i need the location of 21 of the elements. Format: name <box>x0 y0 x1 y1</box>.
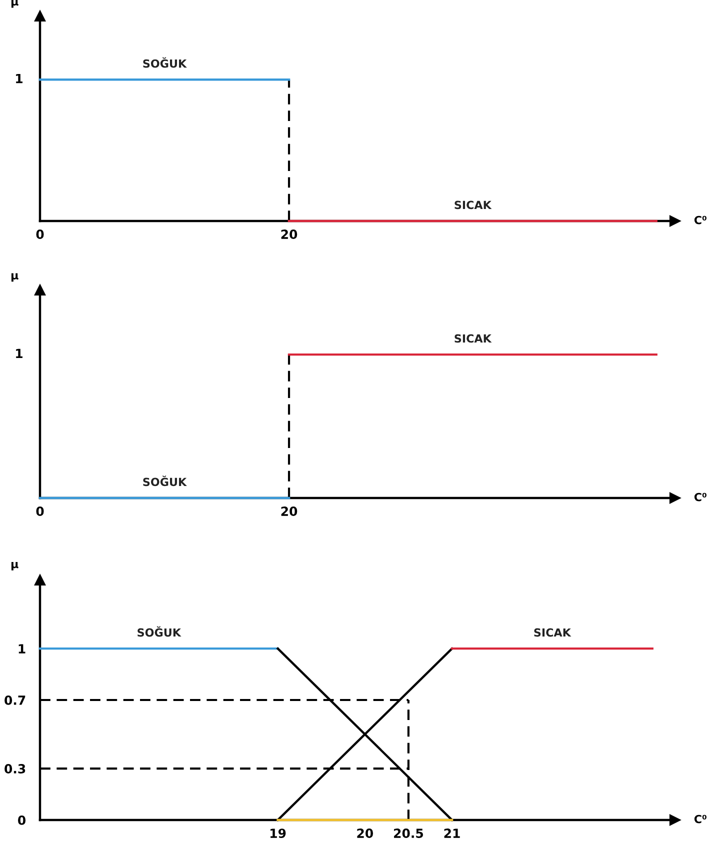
x-axis-title: C⁰ <box>694 814 706 824</box>
series-label: SOĞUK <box>138 626 182 637</box>
x-tick-label: 19 <box>270 828 286 838</box>
y-axis-title: μ <box>11 273 18 282</box>
x-tick-label: 20 <box>357 828 374 838</box>
x-axis-title: C⁰ <box>694 216 706 224</box>
series-label: SOĞUK <box>143 476 187 486</box>
y-tick-label: 0.7 <box>4 695 26 705</box>
x-axis-title: C⁰ <box>694 492 706 502</box>
x-tick-label: 20 <box>281 506 298 516</box>
y-axis-title: μ <box>11 562 18 570</box>
x-tick-label: 20 <box>281 230 298 240</box>
y-tick-label: 0.3 <box>4 764 26 774</box>
series-label: SICAK <box>454 200 492 210</box>
x-tick-label: 20.5 <box>394 828 424 838</box>
y-tick-label: 1 <box>18 644 26 654</box>
series-label: SICAK <box>534 628 572 637</box>
series-label: SICAK <box>454 334 492 343</box>
x-tick-label: 21 <box>444 828 460 838</box>
y-tick-label: 0 <box>18 815 26 825</box>
series-label: SOĞUK <box>143 57 187 68</box>
